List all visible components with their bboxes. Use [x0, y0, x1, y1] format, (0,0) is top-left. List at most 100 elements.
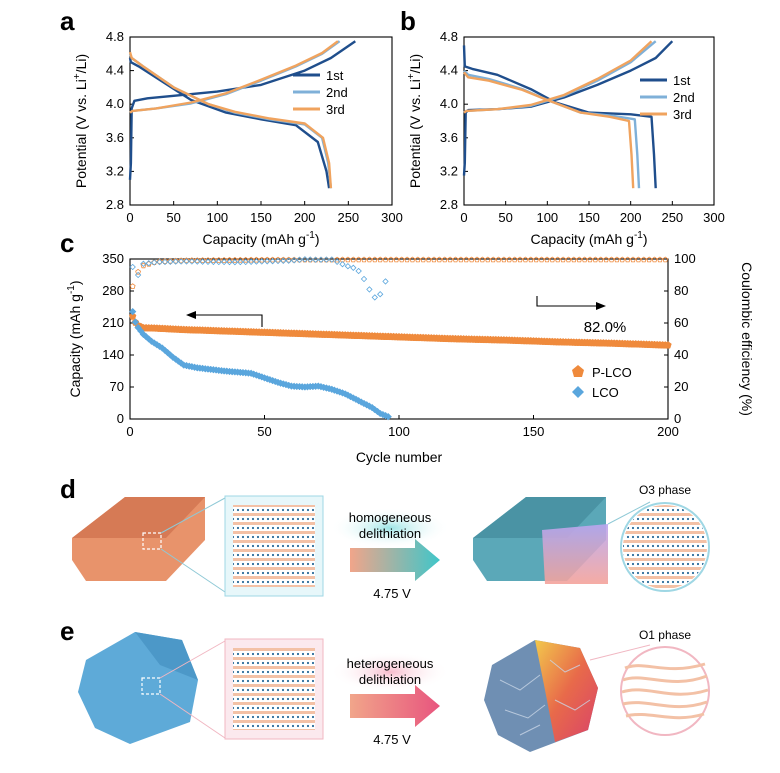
point-p-lco-ce-189 [635, 256, 642, 263]
point-lco-ce-65 [301, 256, 309, 263]
point-p-lco-ce-101 [398, 256, 405, 263]
point-p-lco-ce-59 [285, 256, 292, 263]
point-p-lco-ce-123 [458, 256, 464, 263]
point-p-lco-ce-105 [409, 256, 416, 263]
chart-b-xtick-label-1: 50 [498, 210, 512, 225]
point-p-lco-ce-157 [549, 256, 556, 263]
point-p-lco-ce-135 [490, 256, 497, 263]
point-p-lco-ce-67 [307, 256, 314, 263]
zoom-box-e [141, 677, 161, 695]
point-lco-ce-3 [134, 271, 142, 279]
chart-c-ytick-label-3: 210 [102, 315, 124, 330]
hexagon-plate-d-top [72, 497, 205, 538]
point-p-lco-ce-51 [264, 256, 271, 263]
o3-layers [623, 505, 707, 589]
point-lco-ce-33 [215, 258, 222, 266]
point-p-lco-ce-137 [495, 256, 502, 263]
zoom-box-d [142, 532, 162, 550]
point-lco-96 [384, 412, 392, 421]
point-p-lco-ce-75 [328, 256, 335, 263]
chart-c-y2tick-label-4: 80 [674, 283, 688, 298]
point-p-lco-ce-55 [275, 256, 281, 263]
chart-c-y2tick-label-1: 20 [674, 379, 688, 394]
point-lco-ce-83 [350, 264, 357, 271]
chart-c-xtick-label-4: 200 [657, 424, 679, 439]
chart-b-ytick-label-0: 2.8 [440, 197, 458, 212]
o1-layers [621, 662, 709, 720]
chart-a-ytick-label-0: 2.8 [106, 197, 124, 212]
point-p-lco-ce-41 [237, 256, 244, 263]
panel-letter-b: b [400, 6, 416, 36]
panel-letter-d: d [60, 474, 76, 504]
chart-b-ylabel: Potential (V vs. Li+/Li) [406, 54, 423, 188]
point-p-lco-ce-193 [646, 256, 653, 263]
panel-letter-c: c [60, 228, 74, 258]
chart-a-ytick-label-4: 4.4 [106, 63, 124, 78]
chart-a-ticks: 0 50 100 150 200 250 300 2.8 3.2 3.6 4.0 4.4 4.8 [106, 29, 403, 225]
chart-c-ytick-label-2: 140 [102, 347, 124, 362]
point-lco-ce-19 [177, 258, 185, 265]
chart-a-xtick-label-4: 200 [294, 210, 316, 225]
chart-b-series-1st-discharge [462, 45, 657, 189]
point-lco-ce-55 [274, 257, 282, 265]
point-lco-ce-23 [188, 258, 196, 265]
point-p-lco-ce-49 [258, 256, 265, 263]
chart-a-xtick-label-1: 50 [166, 210, 180, 225]
point-p-lco-ce-121 [452, 256, 459, 263]
chart-c-y2tick-label-0: 0 [674, 411, 681, 426]
point-p-lco-ce-173 [592, 256, 599, 263]
point-p-lco-ce-39 [232, 257, 238, 263]
point-lco-ce-87 [360, 275, 368, 283]
point-lco-ce-89 [366, 286, 373, 293]
point-p-lco-ce-57 [280, 256, 287, 263]
point-p-lco-ce-125 [463, 256, 470, 263]
point-p-lco-ce-141 [506, 256, 513, 263]
legend-b-3rd-label: 3rd [673, 107, 692, 122]
chart-a-series-1st-discharge [128, 57, 331, 189]
zoom-line-e-2 [159, 693, 226, 739]
point-lco-ce-39 [231, 259, 239, 266]
point-lco-ce-41 [237, 258, 244, 266]
point-p-lco-ce-197 [657, 256, 663, 263]
point-p-lco-ce-95 [382, 256, 389, 263]
point-lco-ce-5 [140, 260, 147, 267]
point-p-lco-ce-129 [474, 256, 480, 263]
chart-c-y2tick-label-2: 40 [674, 347, 688, 362]
chart-b-ticks: 0 50 100 150 200 250 300 2.8 3.2 3.6 4.0 4.4 4.8 [440, 29, 725, 225]
chart-c-y2label: Coulombic efficiency (%) [739, 262, 755, 416]
point-lco-ce-35 [220, 258, 228, 266]
chart-b-xtick-label-6: 300 [703, 210, 725, 225]
point-p-lco-ce-187 [630, 256, 636, 263]
point-p-lco-ce-71 [318, 256, 324, 263]
chart-c-xlabel: Cycle number [356, 449, 443, 465]
zoom-line-d-1 [160, 497, 226, 534]
point-p-lco-ce-131 [479, 256, 486, 263]
schematic-d: homogeneous delithiation 4.75 V O3 phase [72, 483, 710, 601]
chart-b-ytick-label-4: 4.4 [440, 63, 458, 78]
chart-a-ylabel: Potential (V vs. Li+/Li) [72, 54, 89, 188]
delithiation-label-d: delithiation [359, 526, 421, 541]
point-p-lco-ce-89 [366, 256, 373, 263]
point-lco-ce-21 [183, 258, 190, 265]
chart-c-ytick-label-0: 0 [117, 411, 124, 426]
point-p-lco-ce-155 [544, 256, 550, 263]
chart-c-ytick-label-5: 350 [102, 251, 124, 266]
point-p-lco-ce-143 [511, 256, 518, 263]
point-lco-ce-69 [312, 256, 319, 263]
point-p-lco-ce-17 [172, 257, 179, 264]
point-lco-ce-49 [258, 258, 265, 265]
arrow-right-head [596, 302, 606, 310]
point-p-lco-ce-99 [393, 256, 400, 263]
zoom-line-e-1 [159, 640, 226, 679]
homogeneous-label: homogeneous [349, 510, 432, 525]
chart-c-ytick-label-1: 70 [110, 379, 124, 394]
point-p-lco-ce-177 [603, 256, 609, 263]
point-p-lco-ce-1 [129, 283, 136, 290]
legend-plco-label: P-LCO [592, 365, 632, 380]
point-p-lco-ce-23 [189, 257, 195, 264]
point-lco-15 [166, 351, 175, 359]
chart-c-xtick-label-1: 50 [257, 424, 271, 439]
point-p-lco-ce-13 [162, 258, 168, 264]
point-p-lco-200 [664, 341, 672, 349]
point-p-lco-ce-19 [178, 257, 184, 264]
